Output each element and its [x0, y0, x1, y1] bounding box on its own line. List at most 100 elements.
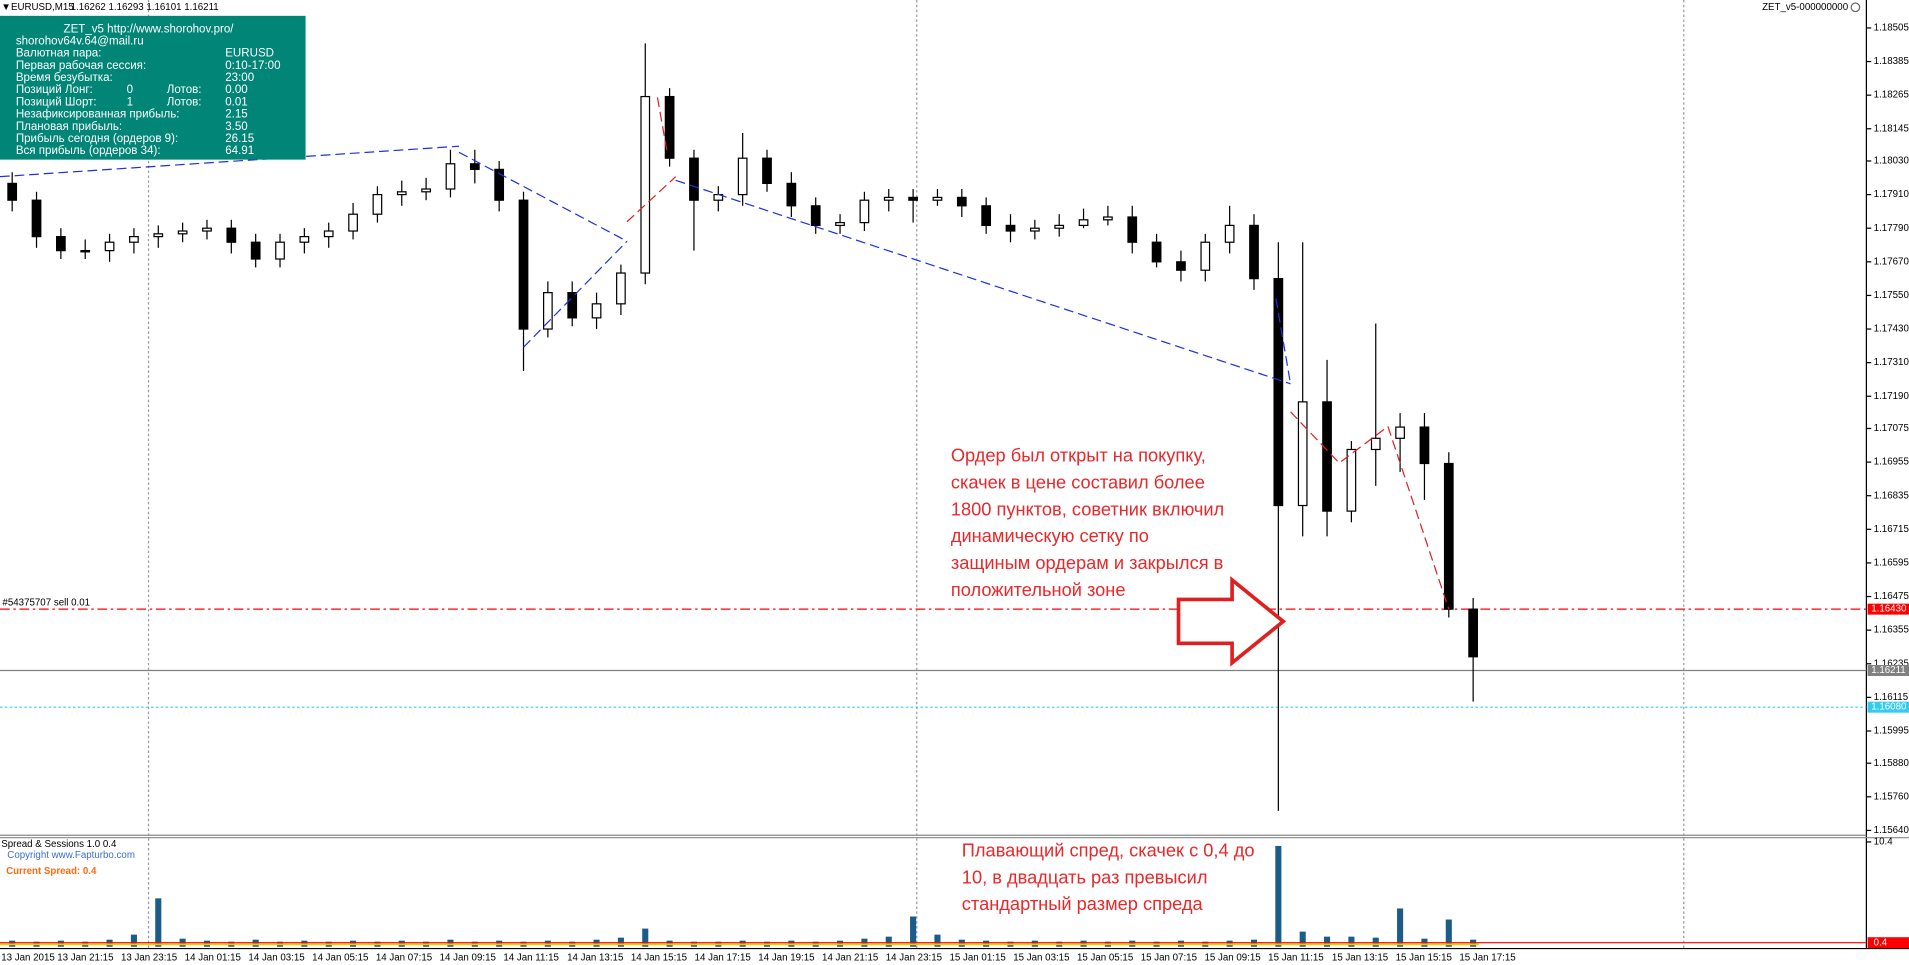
candle-body	[421, 188, 431, 193]
levels: #54375707 sell 0.01	[0, 598, 1867, 708]
candle-body	[1029, 227, 1040, 232]
x-tick-label: 14 Jan 15:15	[631, 952, 687, 963]
panel-cell: 0.00	[225, 84, 248, 96]
candle-body	[177, 230, 188, 235]
price-tag	[1867, 665, 1909, 676]
candle-body	[1200, 241, 1211, 271]
price-tag-label: 1.16430	[1871, 604, 1907, 615]
candle-body	[859, 199, 870, 224]
candle-body	[1370, 437, 1381, 451]
annotation: скачек в цене составил более	[951, 472, 1205, 493]
candle-body	[518, 199, 529, 330]
x-tick-label: 15 Jan 15:15	[1396, 952, 1452, 963]
annotations: Ордер был открыт на покупку, скачек в цен…	[951, 445, 1255, 914]
axes: 1.18505 1.18385 1.18265 1.18145 1.18030 1.179…	[0, 23, 1909, 963]
quote: 1.16262 1.16293 1.16101 1.16211	[71, 2, 219, 13]
spread-bar	[1324, 936, 1331, 947]
candle-body	[372, 193, 383, 215]
arrow	[1176, 576, 1287, 667]
trade-line	[0, 145, 460, 178]
x-tick-label: 14 Jan 07:15	[376, 952, 432, 963]
y-tick-label: 1.17910	[1874, 189, 1909, 200]
panel-cell: Лотов:	[167, 84, 202, 96]
candle-body	[1322, 401, 1332, 512]
y-tick-label: 1.18145	[1874, 123, 1909, 134]
spread-bar	[934, 934, 941, 947]
candle-body	[226, 227, 237, 243]
panel-cell: 1	[127, 96, 133, 108]
y-tick-label: 1.16955	[1874, 457, 1909, 468]
candle-body	[202, 227, 212, 232]
x-tick-label: 14 Jan 17:15	[695, 952, 751, 963]
annotation: защиным ордерам и закрылся в	[951, 552, 1223, 573]
candle-body	[1054, 224, 1065, 229]
panel-email: shorohov64v.64@mail.ru	[16, 35, 144, 47]
candle-body	[542, 292, 553, 330]
panel-cell: 26.15	[225, 133, 254, 145]
annotation: стандартный размер спреда	[962, 893, 1204, 914]
panel-cell: Незафиксированная прибыль:	[16, 109, 180, 121]
x-tick-label: 14 Jan 13:15	[567, 952, 623, 963]
panel-cell: 0.01	[225, 96, 248, 108]
trade-line	[626, 176, 677, 223]
panel-cell: Валютная пара:	[16, 48, 102, 60]
spread-bar	[1397, 908, 1404, 947]
trade-line	[675, 179, 1291, 385]
y-tick-label: 1.18265	[1874, 90, 1909, 101]
candle-body	[567, 292, 578, 319]
x-tick-label: 15 Jan 13:15	[1332, 952, 1388, 963]
candle-body	[932, 196, 943, 201]
spread-bar	[885, 936, 892, 947]
panel-cell: EURUSD	[225, 48, 274, 60]
candle-body	[1443, 462, 1454, 610]
candle-body	[104, 241, 115, 252]
price-tag	[1867, 937, 1909, 949]
candle-body	[1005, 224, 1016, 232]
trade-line	[523, 240, 628, 348]
annotation: 10, в двадцать раз превысил	[962, 866, 1208, 887]
indicator-title: Spread & Sessions 1.0 0.4	[1, 839, 117, 850]
expert-icon[interactable]	[1850, 2, 1861, 13]
candle-body	[396, 191, 407, 196]
y-tick-label: 1.16235	[1874, 658, 1909, 669]
y-tick-label: 1.18385	[1874, 56, 1909, 67]
y-tick-label: 1.17190	[1874, 391, 1909, 402]
candle-body	[1395, 426, 1405, 439]
candle-body	[664, 95, 675, 159]
trade-line	[656, 97, 668, 153]
panel-cell: Время безубытка:	[16, 72, 113, 84]
x-tick-label: 15 Jan 17:15	[1459, 952, 1515, 963]
x-tick-label: 15 Jan 07:15	[1141, 952, 1197, 963]
candle-body	[7, 182, 18, 201]
candle-body	[616, 272, 626, 305]
panel-cell: 0	[127, 84, 133, 96]
panel-cell: Лотов:	[167, 96, 202, 108]
panel-cell: Прибыль сегодня (ордеров 9):	[16, 133, 178, 145]
spread-bar	[130, 934, 137, 947]
indicator-copyright: Copyright www.Fapturbo.com	[7, 850, 135, 861]
y-tick-label: 1.16115	[1874, 692, 1908, 703]
expert-name: ZET_v5-000000000	[1762, 2, 1849, 13]
y-tick-label: 10.4	[1874, 837, 1894, 848]
candle-body	[591, 303, 602, 319]
candle-body	[1078, 219, 1089, 227]
candle-body	[80, 250, 91, 253]
candle-body	[153, 233, 164, 238]
x-tick-label: 14 Jan 19:15	[758, 952, 814, 963]
y-tick-label: 1.17430	[1874, 324, 1909, 335]
current-spread: Current Spread: 0.4	[6, 866, 97, 877]
price-tag-label: 0.4	[1874, 937, 1888, 948]
panel-cell: 3.50	[225, 121, 248, 133]
y-tick-label: 1.18505	[1874, 23, 1909, 34]
menu-arrow[interactable]: ▼	[1, 2, 11, 13]
x-tick-label: 14 Jan 03:15	[248, 952, 304, 963]
candle-body	[1176, 261, 1186, 271]
annotation: Плавающий спред, скачек с 0,4 до	[962, 840, 1255, 861]
x-tick-label: 14 Jan 09:15	[440, 952, 496, 963]
panel-cell: Плановая прибыль:	[16, 121, 122, 133]
y-tick-label: 1.15640	[1874, 825, 1909, 836]
spread-bar	[910, 916, 917, 947]
candle-body	[981, 205, 992, 227]
candle-body	[1127, 216, 1138, 243]
candle-body	[469, 163, 480, 170]
